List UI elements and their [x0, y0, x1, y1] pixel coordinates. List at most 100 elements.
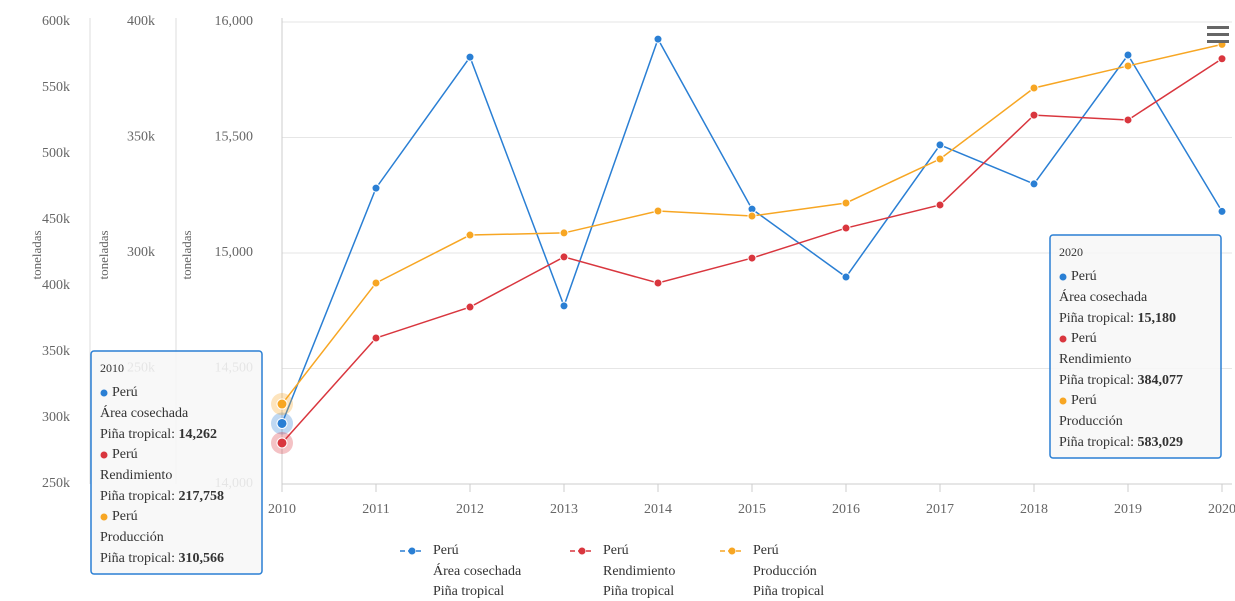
x-tick-label: 2012 — [456, 502, 484, 517]
tooltip-dot — [100, 513, 108, 521]
marker — [371, 333, 381, 343]
y-axis-title: toneladas — [96, 230, 111, 279]
y-tick-label: 550k — [42, 80, 70, 95]
marker — [935, 140, 945, 150]
menu-bar[interactable] — [1207, 40, 1229, 43]
tooltip-value-line: Piña tropical: 384,077 — [1059, 373, 1183, 388]
marker — [559, 301, 569, 311]
tooltip-series: Perú — [1071, 393, 1097, 408]
tooltip-measure: Rendimiento — [100, 468, 172, 483]
marker — [935, 200, 945, 210]
tooltip-product: Piña tropical — [1059, 373, 1130, 388]
marker — [371, 183, 381, 193]
legend-item[interactable]: Perú Rendimiento Piña tropical — [570, 543, 675, 599]
legend-marker — [408, 547, 416, 555]
tooltip-measure: Rendimiento — [1059, 352, 1131, 367]
marker — [276, 417, 288, 429]
tooltip-measure: Producción — [1059, 414, 1123, 429]
tooltip-product: Piña tropical — [100, 551, 171, 566]
marker — [935, 154, 945, 164]
legend-label: Producción — [753, 564, 817, 579]
y-tick-label: 15,500 — [215, 130, 254, 145]
x-tick-label: 2018 — [1020, 502, 1048, 517]
marker — [276, 437, 288, 449]
marker — [1029, 83, 1039, 93]
marker — [1123, 61, 1133, 71]
marker — [465, 52, 475, 62]
marker — [653, 34, 663, 44]
y-tick-label: 400k — [127, 14, 155, 29]
y-tick-label: 350k — [127, 130, 155, 145]
tooltip-value: 384,077 — [1138, 373, 1184, 388]
y-tick-label: 600k — [42, 14, 70, 29]
marker — [465, 230, 475, 240]
marker — [653, 206, 663, 216]
tooltip-series: Perú — [112, 385, 138, 400]
x-tick-label: 2010 — [268, 502, 296, 517]
marker — [465, 302, 475, 312]
y-tick-label: 350k — [42, 344, 70, 359]
marker — [371, 278, 381, 288]
tooltip-value-line: Piña tropical: 583,029 — [1059, 435, 1183, 450]
x-tick-label: 2014 — [644, 502, 672, 517]
tooltip-value: 14,262 — [179, 427, 218, 442]
tooltip: 2010 Perú Área cosechada Piña tropical: 14,… — [90, 350, 263, 575]
tooltip-sep: : — [171, 427, 178, 442]
menu-bar[interactable] — [1207, 26, 1229, 29]
tooltip-dot — [1059, 397, 1067, 405]
tooltip-value-line: Piña tropical: 14,262 — [100, 427, 217, 442]
tooltip-title: 2010 — [100, 361, 124, 375]
tooltip-title: 2020 — [1059, 245, 1083, 259]
x-tick-label: 2019 — [1114, 502, 1142, 517]
y-tick-label: 400k — [42, 278, 70, 293]
legend-label: Piña tropical — [603, 584, 674, 599]
legend-item[interactable]: Perú Producción Piña tropical — [720, 543, 824, 599]
y-axis-title: toneladas — [29, 230, 44, 279]
legend-label: Área cosechada — [433, 562, 522, 579]
tooltip-dot — [1059, 273, 1067, 281]
legend-label: Perú — [433, 543, 459, 558]
y-tick-label: 300k — [42, 410, 70, 425]
marker — [559, 228, 569, 238]
y-tick-label: 15,000 — [215, 245, 254, 260]
y-tick-label: 500k — [42, 146, 70, 161]
y-tick-label: 250k — [42, 476, 70, 491]
tooltip-series: Perú — [112, 509, 138, 524]
tooltip-dot — [1059, 335, 1067, 343]
tooltip-sep: : — [1130, 435, 1137, 450]
tooltip: 2020 Perú Área cosechada Piña tropical: 15,… — [1049, 234, 1222, 459]
tooltip-series: Perú — [1071, 269, 1097, 284]
tooltip-measure: Producción — [100, 530, 164, 545]
marker — [747, 253, 757, 263]
marker — [559, 252, 569, 262]
legend-label: Rendimiento — [603, 564, 675, 579]
menu-icon[interactable] — [1207, 26, 1229, 43]
legend-marker — [728, 547, 736, 555]
marker — [1029, 110, 1039, 120]
marker — [841, 272, 851, 282]
legend-item[interactable]: Perú Área cosechada Piña tropical — [400, 543, 522, 599]
x-tick-label: 2020 — [1208, 502, 1235, 517]
tooltip-product: Piña tropical — [100, 489, 171, 504]
marker — [1123, 50, 1133, 60]
tooltip-product: Piña tropical — [1059, 435, 1130, 450]
legend-label: Piña tropical — [753, 584, 824, 599]
marker — [1217, 54, 1227, 64]
x-tick-label: 2011 — [362, 502, 389, 517]
tooltip-value: 310,566 — [179, 551, 225, 566]
legend-label: Perú — [753, 543, 779, 558]
marker — [841, 198, 851, 208]
marker — [747, 211, 757, 221]
marker — [841, 223, 851, 233]
tooltip-value: 583,029 — [1138, 435, 1184, 450]
y-tick-label: 450k — [42, 212, 70, 227]
tooltip-sep: : — [171, 489, 178, 504]
marker — [276, 398, 288, 410]
marker — [653, 278, 663, 288]
tooltip-dot — [100, 451, 108, 459]
tooltip-series: Perú — [1071, 331, 1097, 346]
tooltip-sep: : — [1130, 311, 1137, 326]
menu-bar[interactable] — [1207, 33, 1229, 36]
tooltip-measure: Área cosechada — [1059, 288, 1148, 305]
